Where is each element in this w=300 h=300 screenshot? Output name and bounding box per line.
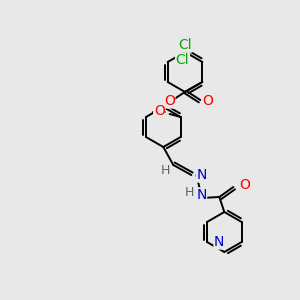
Text: H: H	[184, 187, 194, 200]
Text: N: N	[214, 235, 224, 249]
Text: Cl: Cl	[176, 53, 189, 67]
Text: O: O	[154, 104, 165, 118]
Text: O: O	[164, 94, 175, 108]
Text: N: N	[196, 188, 206, 202]
Text: H: H	[160, 164, 170, 176]
Text: O: O	[202, 94, 213, 108]
Text: O: O	[239, 178, 250, 192]
Text: N: N	[196, 168, 207, 182]
Text: Cl: Cl	[178, 38, 192, 52]
